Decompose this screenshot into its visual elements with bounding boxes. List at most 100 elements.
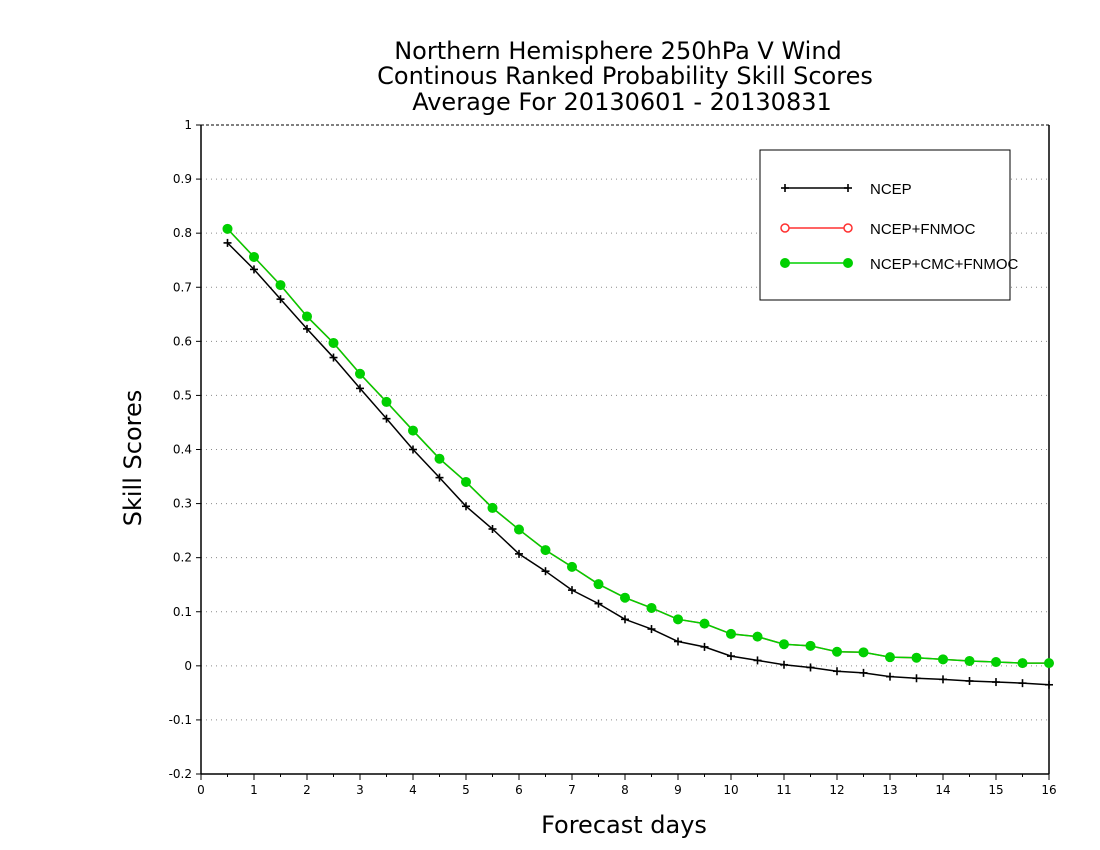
y-tick-label-10: 0.8	[173, 226, 192, 240]
x-axis-label: Forecast days	[541, 811, 707, 839]
series-0-point-6	[382, 414, 391, 423]
series-2-point-2	[275, 280, 286, 291]
y-axis-label: Skill Scores	[119, 390, 147, 527]
series-2-point-28	[964, 655, 975, 666]
series-2-point-9	[461, 476, 471, 487]
series-0-point-25	[886, 672, 894, 681]
series-0	[223, 238, 1053, 689]
series-0-point-0	[223, 238, 232, 247]
series-2-point-22	[805, 640, 816, 651]
x-tick-label-11: 11	[776, 783, 791, 797]
series-2-point-11	[514, 524, 524, 535]
x-tick-label-3: 3	[356, 783, 364, 797]
series-2-point-1	[249, 251, 259, 262]
y-tick-label-0: -0.2	[169, 767, 192, 781]
series-2-point-25	[885, 652, 895, 663]
series-2-point-18	[699, 618, 710, 629]
series-0-point-11	[515, 549, 523, 558]
series-0-point-16	[647, 625, 656, 634]
series-0-point-18	[700, 642, 709, 651]
series-2-point-26	[911, 652, 922, 663]
chart-title-line-1: Northern Hemisphere 250hPa V Wind	[394, 37, 842, 65]
series-2-point-16	[646, 602, 657, 613]
series-2-point-0	[222, 223, 233, 234]
series-2-point-19	[726, 628, 736, 639]
y-tick-label-9: 0.7	[173, 280, 192, 294]
x-tick-label-7: 7	[568, 783, 576, 797]
y-tick-label-6: 0.4	[173, 443, 192, 457]
series-0-point-21	[780, 660, 788, 669]
series-0-point-13	[568, 586, 576, 595]
x-tick-label-5: 5	[462, 783, 470, 797]
x-tick-label-15: 15	[988, 783, 1003, 797]
y-tick-label-5: 0.3	[173, 497, 192, 511]
y-tick-label-2: 0	[184, 659, 192, 673]
y-tick-label-1: -0.1	[169, 713, 192, 727]
x-tick-label-9: 9	[674, 783, 682, 797]
series-2-point-5	[355, 368, 365, 379]
x-tick-label-14: 14	[935, 783, 950, 797]
series-2-point-20	[752, 631, 763, 642]
series-0-point-28	[965, 676, 974, 685]
series-0-point-17	[674, 637, 682, 646]
series-0-point-14	[594, 599, 603, 608]
series-2-point-10	[487, 502, 498, 513]
x-tick-label-8: 8	[621, 783, 629, 797]
chart-title-line-3: Average For 20130601 - 20130831	[412, 88, 832, 116]
series-0-point-8	[435, 473, 444, 482]
series-0-point-22	[806, 663, 815, 672]
series-2-point-13	[567, 561, 577, 572]
y-tick-label-4: 0.2	[173, 551, 192, 565]
series-0-point-23	[833, 667, 841, 676]
series-0-point-30	[1018, 679, 1027, 688]
series-0-point-19	[727, 652, 735, 661]
y-tick-label-11: 0.9	[173, 172, 192, 186]
legend-box	[759, 149, 1011, 301]
legend-label-2: NCEP+CMC+FNMOC	[870, 256, 1019, 273]
series-0-point-12	[541, 567, 550, 576]
legend-label-0: NCEP	[870, 181, 912, 198]
series-2-point-30	[1017, 658, 1028, 669]
axes: -0.2-0.100.10.20.30.40.50.60.70.80.910 1 2…	[169, 118, 1057, 797]
x-tick-label-0: 0	[197, 783, 205, 797]
y-tick-label-8: 0.6	[173, 334, 192, 348]
series-0-point-2	[276, 295, 285, 304]
series-2-point-21	[779, 639, 789, 650]
x-tick-label-2: 2	[303, 783, 311, 797]
legend-marker-start-0	[781, 184, 789, 192]
series-0-point-7	[409, 445, 417, 454]
series-line-0	[226, 242, 1050, 686]
plot-area	[222, 223, 1054, 689]
y-tick-label-12: 1	[184, 118, 192, 132]
series-2-point-17	[673, 614, 683, 625]
x-tick-label-6: 6	[515, 783, 523, 797]
chart-title-line-2: Continous Ranked Probability Skill Score…	[377, 62, 873, 90]
series-2-point-6	[381, 396, 392, 407]
series-0-point-20	[753, 656, 762, 665]
x-tick-label-4: 4	[409, 783, 417, 797]
series-0-point-15	[621, 615, 629, 624]
series-2-point-8	[434, 453, 445, 464]
series-0-point-1	[250, 265, 258, 274]
series-0-point-4	[329, 353, 338, 362]
series-2-point-15	[620, 592, 630, 603]
series-2-point-29	[991, 657, 1001, 668]
series-2-point-23	[832, 646, 842, 657]
series-2-point-24	[858, 647, 869, 658]
legend-marker-end-2	[843, 258, 853, 268]
series-0-point-26	[912, 674, 921, 683]
legend-marker-start-1	[780, 223, 790, 233]
series-0-point-5	[356, 384, 364, 393]
legend-label-1: NCEP+FNMOC	[870, 221, 976, 238]
series-0-point-29	[992, 678, 1000, 687]
x-tick-label-12: 12	[829, 783, 844, 797]
x-tick-label-10: 10	[723, 783, 738, 797]
series-2-point-14	[593, 579, 604, 590]
series-0-point-9	[462, 502, 470, 511]
x-tick-label-13: 13	[882, 783, 897, 797]
series-2-point-7	[408, 425, 418, 436]
series-2-point-12	[540, 545, 551, 556]
x-tick-label-16: 16	[1041, 783, 1056, 797]
series-2	[222, 223, 1054, 669]
